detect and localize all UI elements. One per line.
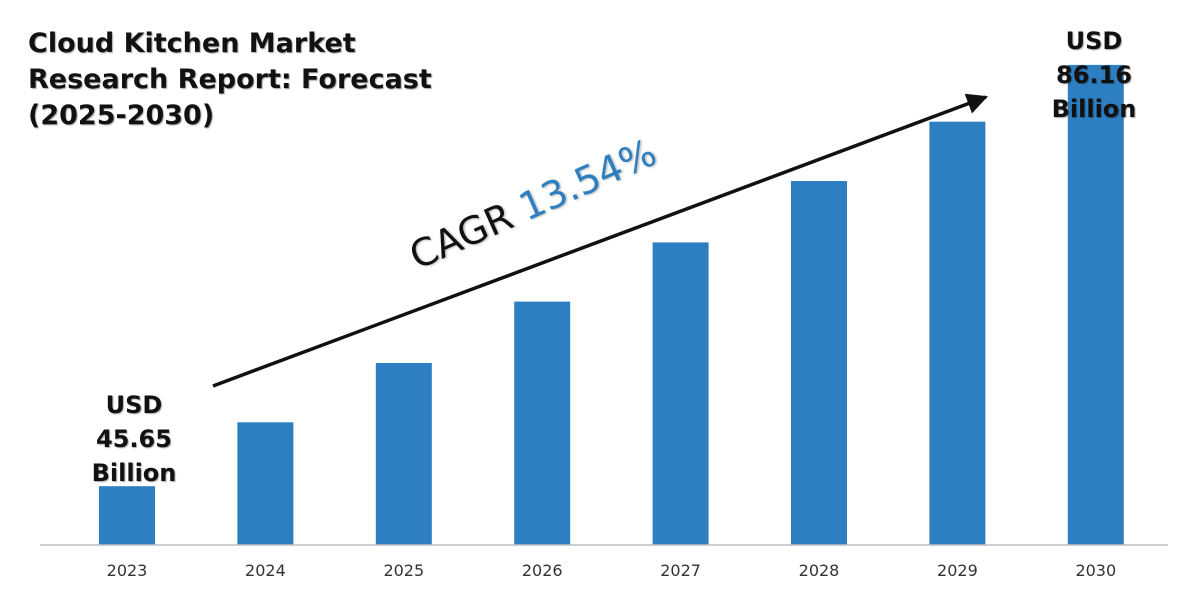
bar-2028 xyxy=(791,181,847,545)
bar-2024 xyxy=(237,422,294,545)
chart-title-line-2: Research Report: Forecast xyxy=(28,64,432,95)
bar-2023 xyxy=(99,486,155,545)
end-callout-unit: Billion xyxy=(1051,95,1137,123)
chart-title-line-3: (2025-2030) xyxy=(28,100,215,131)
end-callout-currency: USD xyxy=(1065,27,1123,55)
x-tick-labels: 2023 2024 2025 2026 2027 2028 2029 2030 xyxy=(107,561,1117,580)
bar-2027 xyxy=(652,242,709,545)
bar-2025 xyxy=(375,363,432,545)
chart-title: Cloud Kitchen Market Research Report: Fo… xyxy=(28,26,468,134)
start-callout-value: 45.65 xyxy=(96,425,172,453)
start-value-callout: USD 45.65 Billion xyxy=(64,388,204,490)
x-tick-label-2025: 2025 xyxy=(383,561,424,580)
x-tick-label-2026: 2026 xyxy=(522,561,563,580)
x-tick-label-2029: 2029 xyxy=(937,561,978,580)
x-tick-label-2024: 2024 xyxy=(245,561,286,580)
cagr-trend-arrow xyxy=(212,93,988,388)
chart-title-line-1: Cloud Kitchen Market xyxy=(28,28,356,59)
bars-layer xyxy=(99,64,1124,546)
x-tick-label-2028: 2028 xyxy=(799,561,840,580)
bar-2026 xyxy=(514,301,571,545)
x-tick-label-2030: 2030 xyxy=(1075,561,1116,580)
bar-2029 xyxy=(929,121,986,545)
end-value-callout: USD 86.16 Billion xyxy=(1024,24,1164,126)
end-callout-value: 86.16 xyxy=(1056,61,1132,89)
start-callout-currency: USD xyxy=(105,391,163,419)
x-tick-label-2023: 2023 xyxy=(107,561,148,580)
x-tick-label-2027: 2027 xyxy=(660,561,701,580)
start-callout-unit: Billion xyxy=(91,459,177,487)
bar-2030 xyxy=(1067,64,1124,546)
